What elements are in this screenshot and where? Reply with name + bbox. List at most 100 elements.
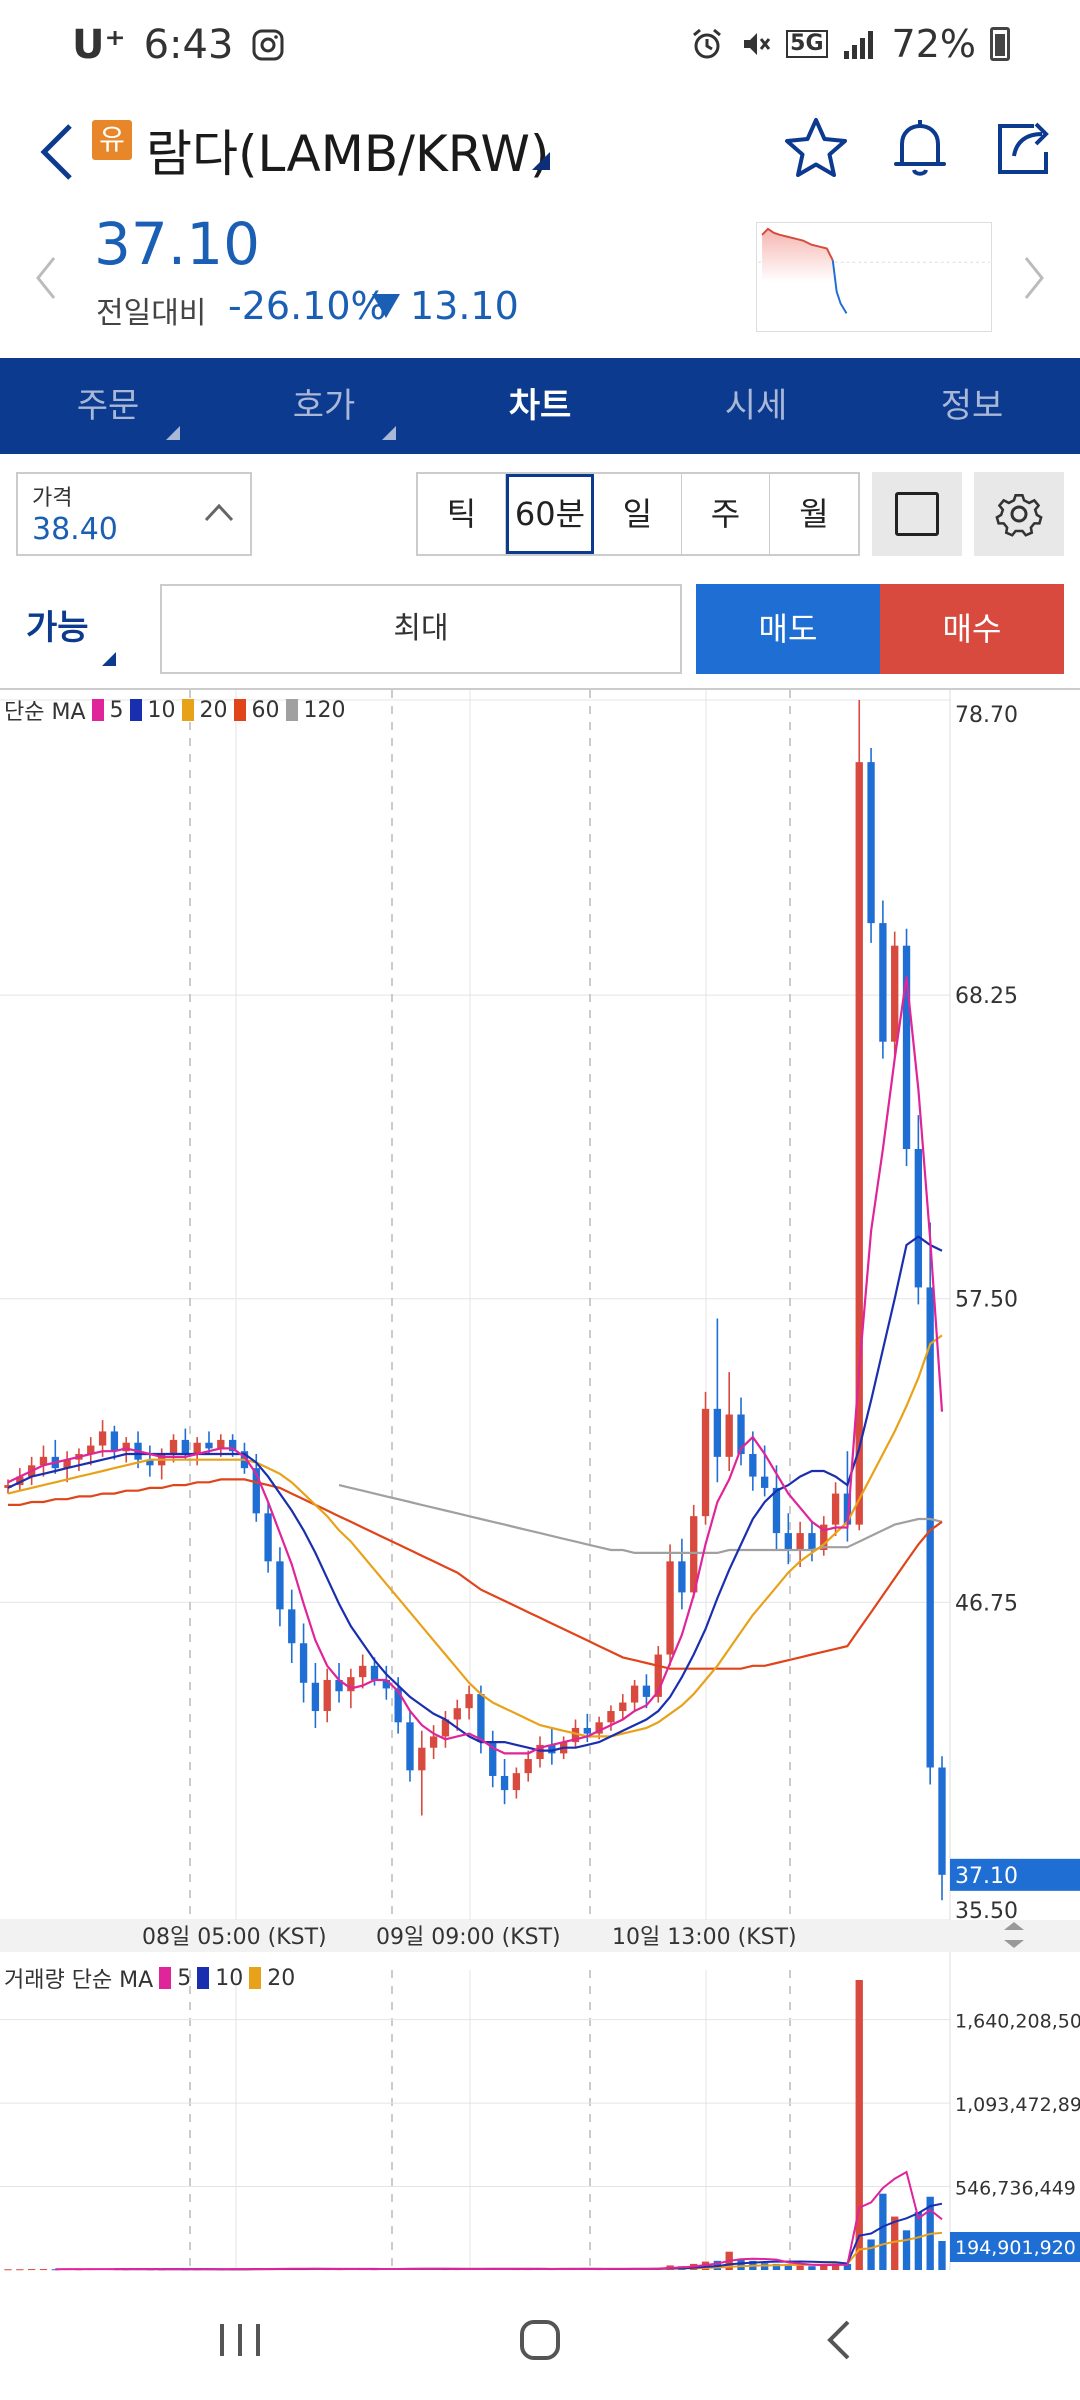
candle-body	[429, 1736, 438, 1748]
candle-body	[359, 1665, 367, 1678]
candle-body	[382, 1679, 390, 1689]
candle-body	[760, 1476, 769, 1488]
x-axis-label: 08일 05:00 (KST)	[142, 1925, 327, 1950]
prev-coin-icon[interactable]	[32, 248, 62, 308]
home-icon[interactable]	[500, 2310, 580, 2370]
volume-bar	[843, 2263, 852, 2270]
available-label[interactable]: 가능	[26, 608, 89, 648]
candle-body	[607, 1711, 615, 1723]
candle-body	[796, 1533, 804, 1551]
period-month-button[interactable]: 월	[799, 495, 829, 533]
candle-body	[820, 1524, 828, 1551]
period-day-button[interactable]: 일	[594, 474, 682, 554]
candle-body	[548, 1744, 556, 1754]
chevron-up-icon	[204, 503, 234, 522]
ma120-swatch	[285, 699, 298, 721]
candle-body	[146, 1459, 154, 1466]
candle-body	[205, 1442, 213, 1449]
next-coin-icon[interactable]	[1018, 248, 1048, 308]
candle-body	[749, 1454, 757, 1477]
volume-bar	[891, 2216, 899, 2270]
period-tick-button[interactable]: 틱	[418, 474, 506, 554]
title-dropdown-icon[interactable]	[532, 152, 550, 170]
candle-body	[914, 1149, 923, 1288]
price-type-value: 38.40	[32, 512, 118, 547]
buy-button[interactable]: 매수	[880, 584, 1064, 674]
back-icon[interactable]	[28, 112, 88, 192]
ma60-swatch	[233, 699, 246, 721]
period-60min-button[interactable]: 60분	[506, 474, 594, 554]
share-icon[interactable]	[984, 108, 1064, 188]
volume-bar	[867, 2239, 875, 2270]
candle-body	[252, 1468, 260, 1514]
sell-button[interactable]: 매도	[696, 584, 880, 674]
candle-body	[217, 1439, 225, 1449]
period-week-button[interactable]: 주	[682, 474, 770, 554]
tab-order[interactable]: 주문	[0, 358, 216, 454]
candle-body	[595, 1722, 603, 1734]
fullscreen-button[interactable]	[872, 472, 962, 556]
volume-bar	[820, 2265, 828, 2270]
recent-apps-icon[interactable]	[200, 2310, 280, 2370]
tab-info-label: 정보	[940, 386, 1004, 426]
tab-chart[interactable]: 차트	[432, 358, 648, 454]
coin-title[interactable]: 람다(LAMB/KRW)	[146, 125, 550, 183]
current-price: 37.10	[94, 210, 261, 278]
candle-chart[interactable]: 78.70 68.25 57.50 46.75 35.50 37.10 08일 05:00 …	[0, 688, 1080, 2272]
mini-chart[interactable]	[756, 222, 992, 332]
volume-bar	[51, 2269, 59, 2271]
volume-bar	[16, 2269, 24, 2271]
star-icon[interactable]	[776, 108, 856, 188]
candle-body	[181, 1439, 190, 1455]
price-summary: 37.10 전일대비 -26.10% 13.10	[0, 210, 1080, 360]
tab-orderbook[interactable]: 호가	[216, 358, 432, 454]
candle-body	[926, 1287, 934, 1768]
app-header: 유 람다(LAMB/KRW)	[0, 100, 1080, 210]
max-button[interactable]: 최대	[160, 584, 682, 674]
candle-body	[654, 1654, 662, 1697]
candle-body	[193, 1442, 201, 1455]
candle-body	[87, 1445, 95, 1455]
vol-ma5-swatch	[159, 1967, 172, 1989]
candle-body	[701, 1408, 710, 1517]
price-tick-label: 78.70	[955, 703, 1018, 728]
price-type-label: 가격	[32, 486, 73, 511]
ma10-label: 10	[147, 697, 176, 723]
ma-legend-prefix: 단순 MA	[4, 700, 86, 725]
tab-chart-label: 차트	[508, 386, 572, 426]
battery-icon	[990, 27, 1010, 61]
candle-body	[441, 1719, 450, 1737]
ma10-swatch	[129, 699, 142, 721]
change-rate: -26.10%	[228, 284, 387, 328]
candle-body	[619, 1702, 627, 1712]
tab-info[interactable]: 정보	[864, 358, 1080, 454]
back-icon[interactable]	[800, 2310, 880, 2370]
change-amount: 13.10	[410, 284, 519, 328]
vol-ma10-swatch	[197, 1967, 210, 1989]
candle-body	[737, 1414, 745, 1455]
volume-legend-prefix: 거래량 단순 MA	[4, 1968, 154, 1993]
down-triangle-icon	[372, 294, 400, 318]
volume-bar	[39, 2269, 48, 2271]
candle-body	[63, 1459, 71, 1469]
candle-body	[406, 1722, 414, 1771]
volume-bar	[855, 1980, 863, 2270]
tab-quotes-label: 시세	[724, 386, 788, 426]
chart-canvas[interactable]: 78.70 68.25 57.50 46.75 35.50 37.10 08일 05:00 …	[0, 690, 1080, 2274]
candle-body	[642, 1685, 651, 1697]
available-dropdown-icon[interactable]	[102, 652, 116, 666]
bell-icon[interactable]	[880, 108, 960, 188]
candle-body	[831, 1493, 840, 1525]
volume-bar	[879, 2193, 887, 2270]
chart-settings-button[interactable]	[974, 472, 1064, 556]
candle-body	[583, 1727, 591, 1734]
tab-quotes[interactable]: 시세	[648, 358, 864, 454]
price-tick-label: 35.50	[955, 1899, 1018, 1924]
main-tabs: 주문 호가 차트 시세 정보	[0, 358, 1080, 454]
candle-body	[169, 1439, 178, 1455]
volume-bar	[4, 2269, 12, 2271]
price-type-select[interactable]: 가격 38.40	[16, 472, 252, 556]
alarm-icon	[693, 28, 722, 59]
candle-body	[690, 1516, 698, 1593]
current-volume-label: 194,901,920	[955, 2237, 1076, 2259]
